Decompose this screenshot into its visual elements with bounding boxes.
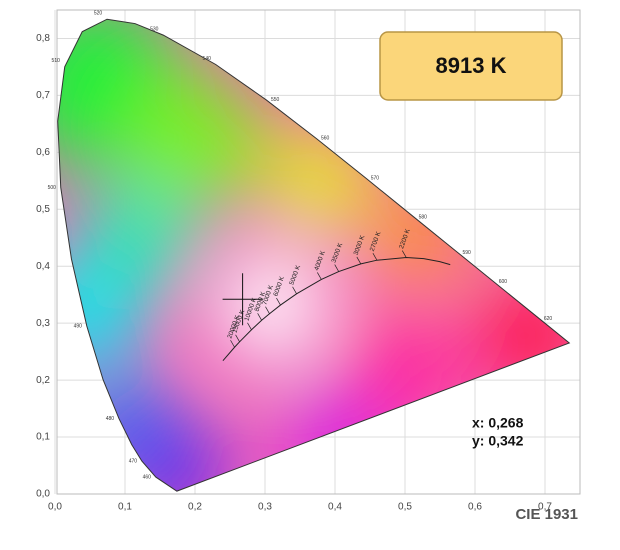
y-tick-label: 0,5 [36,204,50,215]
fill-blob [84,182,194,293]
wavelength-label: 490 [74,323,83,329]
y-tick-label: 0,7 [36,90,50,101]
wavelength-label: 530 [150,26,159,32]
wavelength-label: 600 [499,279,508,285]
fill-blob [217,251,327,362]
x-tick-label: 0,6 [468,502,482,513]
readout-x: x: 0,268 [472,415,524,431]
wavelength-label: 480 [106,416,115,422]
y-tick-label: 0,8 [36,33,50,44]
wavelength-label: 620 [544,316,553,322]
fill-blob [476,279,570,390]
cct-tick [276,297,281,306]
y-tick-label: 0,4 [36,261,50,272]
cct-tick [265,306,270,314]
wavelength-label: 540 [203,56,212,62]
fill-blob [374,198,464,289]
x-tick-label: 0,7 [538,502,552,513]
white-point-marker [222,273,263,326]
fill-blob [125,70,265,211]
cct-tick [230,340,235,348]
wavelength-label: 510 [52,58,61,64]
y-tick-label: 0,1 [36,432,50,443]
cct-tick [257,313,262,321]
y-tick-label: 0,6 [36,147,50,158]
cct-tick [372,253,378,261]
wavelength-label: 470 [129,458,138,464]
spectral-locus [57,18,571,492]
x-tick-label: 0,2 [188,502,202,513]
cct-badge [379,31,563,101]
cct-tick [317,272,322,280]
fill-blobs [57,19,570,492]
planckian-locus [222,257,451,361]
cct-tick [292,286,297,294]
wavelength-label: 570 [371,175,380,181]
wavelength-label: 500 [48,185,57,191]
cct-tick [247,322,252,330]
wavelength-label: 560 [321,136,330,142]
cct-tick [356,256,362,265]
y-tick-label: 0,2 [36,375,50,386]
plot-frame [56,9,581,495]
y-tick-label: 0,0 [36,489,50,500]
cct-tick [235,334,240,342]
cct-tick [401,250,407,258]
x-tick-label: 0,4 [328,502,342,513]
wavelength-label: 520 [94,11,103,17]
y-tick-label: 0,3 [36,318,50,329]
wavelength-label: 550 [271,97,280,103]
cct-tick [334,264,340,272]
caption: CIE 1931 [515,506,578,523]
x-tick-label: 0,5 [398,502,412,513]
wavelength-label: 590 [462,250,471,256]
x-tick-label: 0,3 [258,502,272,513]
wavelength-label: 460 [143,474,152,480]
x-tick-label: 0,0 [48,502,62,513]
readout-y: y: 0,342 [472,433,524,449]
x-tick-label: 0,1 [118,502,132,513]
wavelength-label: 580 [419,214,428,220]
cct-value: 8913 K [436,53,507,78]
